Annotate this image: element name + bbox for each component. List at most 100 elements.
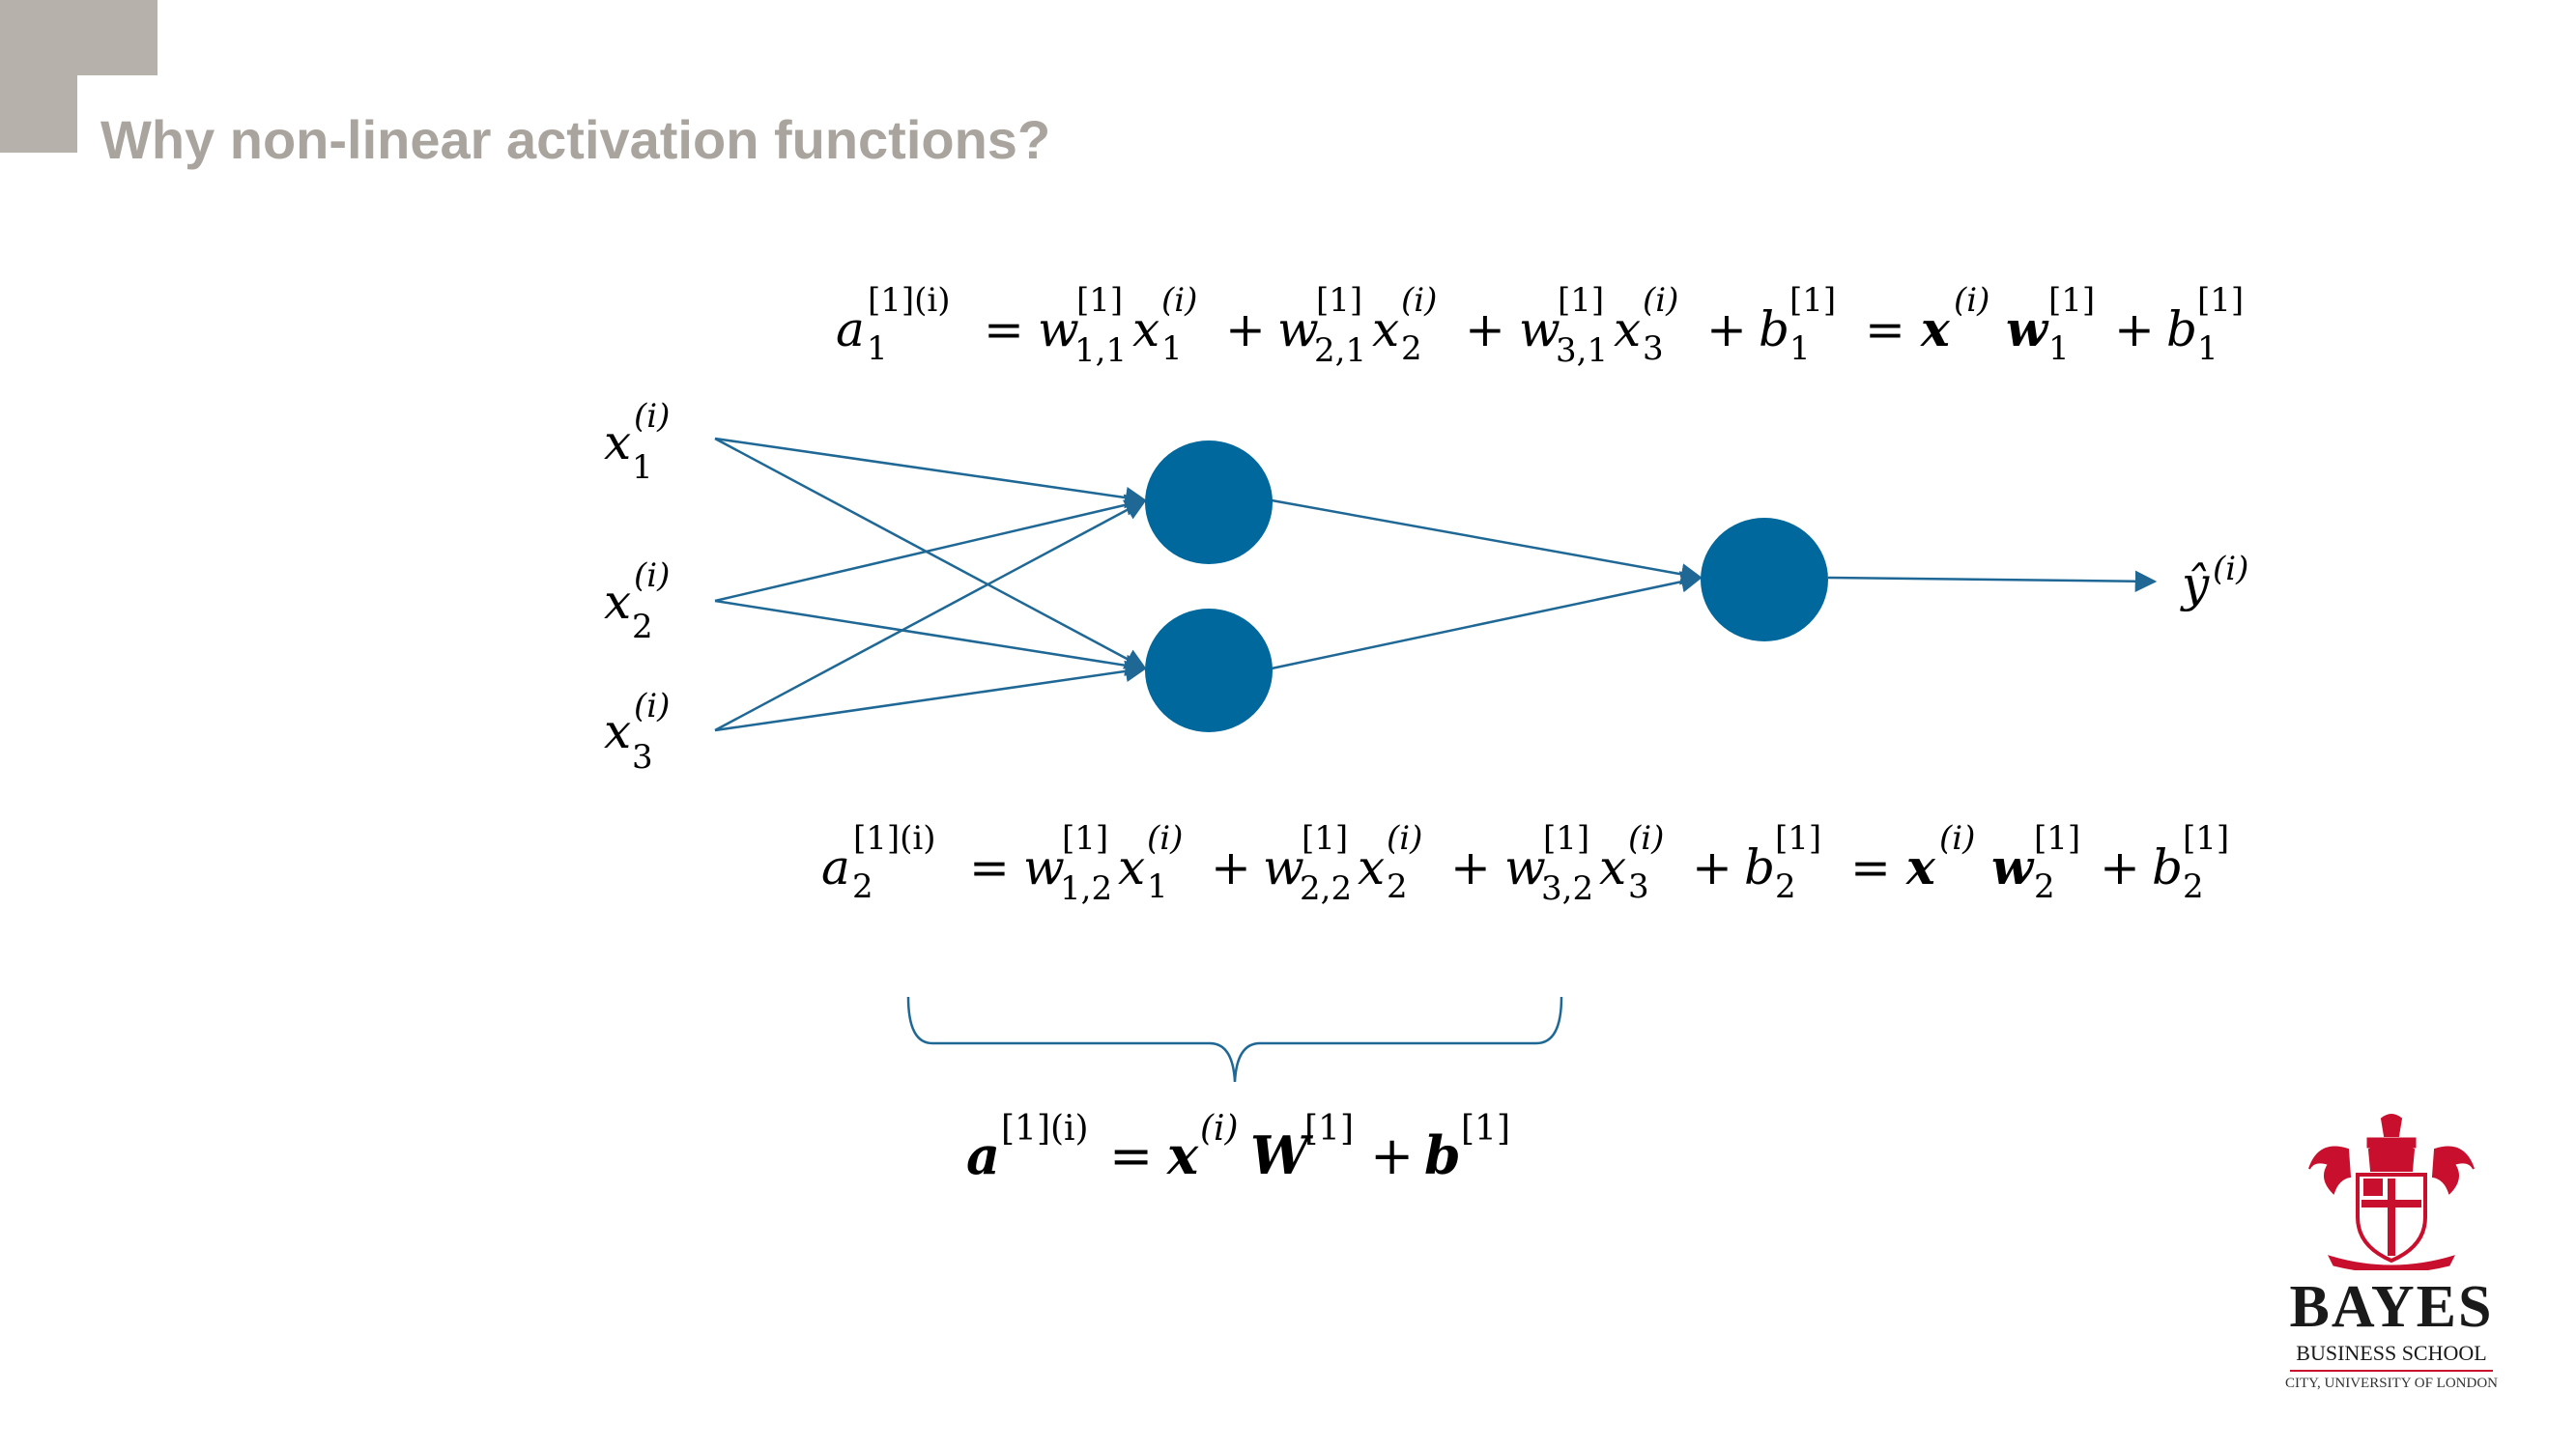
eq2-w3-sub: 3,2 xyxy=(1541,869,1593,908)
eq2-lhs: a xyxy=(821,839,850,895)
eq1-w3-sub: 3,1 xyxy=(1556,331,1608,370)
edge-x1-h2 xyxy=(714,437,1147,670)
eq1-vec-b-sub: 1 xyxy=(2197,329,2218,368)
eq1-equals: = xyxy=(984,301,1024,357)
eq2-x3-sub: 3 xyxy=(1628,867,1649,906)
output-yhat-sup: (i) xyxy=(2213,550,2248,588)
eq3-x-sup: (i) xyxy=(1200,1109,1239,1149)
eq3-equals: = xyxy=(1109,1125,1153,1186)
output-node xyxy=(1701,518,1828,641)
eq2-x2-sub: 2 xyxy=(1387,867,1408,906)
eq2-lhs-sub: 2 xyxy=(852,867,873,906)
eq2-vec-x: x xyxy=(1905,838,1936,895)
eq1-lhs: a xyxy=(836,301,865,357)
input-x2-sup: (i) xyxy=(634,556,670,595)
eq1-plus-2: + xyxy=(1465,301,1505,357)
equation-neuron-1: a [1](i) 1 = w [1] 1,1 x (i) 1 + w [1] 2… xyxy=(836,281,2244,370)
eq1-plus-1: + xyxy=(1225,301,1266,357)
eq2-b-sup: [1] xyxy=(1775,819,1821,858)
eq2-w1-sub: 1,2 xyxy=(1060,869,1112,908)
eq1-x2-sub: 2 xyxy=(1401,329,1422,368)
crest-icon xyxy=(2308,1114,2475,1270)
bayes-business-school-logo: BAYES BUSINESS SCHOOL CITY, UNIVERSITY O… xyxy=(2280,1111,2503,1391)
eq2-w-3: w xyxy=(1504,839,1546,895)
edge-x1-h1 xyxy=(714,437,1148,509)
eq3-W-sup: [1] xyxy=(1304,1109,1354,1149)
nodes xyxy=(1145,440,1828,732)
input-x2-symbol: x xyxy=(604,574,631,630)
eq2-x1-sup: (i) xyxy=(1147,819,1183,858)
eq2-x-2: x xyxy=(1358,839,1385,895)
eq2-vec-w-sup: [1] xyxy=(2034,819,2080,858)
eq2-x-1: x xyxy=(1118,839,1145,895)
eq2-x2-sup: (i) xyxy=(1387,819,1422,858)
hidden-node-1 xyxy=(1145,440,1273,564)
eq2-plus-4: + xyxy=(2100,839,2140,895)
eq2-lhs-sup: [1](i) xyxy=(853,819,936,858)
input-x2-sub: 2 xyxy=(632,608,653,646)
eq2-x-3: x xyxy=(1599,839,1626,895)
slide-title: Why non-linear activation functions? xyxy=(100,109,1051,170)
eq1-w-3: w xyxy=(1519,301,1560,357)
logo-name: BAYES xyxy=(2289,1274,2494,1340)
hidden-node-2 xyxy=(1145,609,1273,732)
logo-affiliation: CITY, UNIVERSITY OF LONDON xyxy=(2285,1376,2498,1391)
edge-x2-h2 xyxy=(714,599,1148,676)
eq1-w-1: w xyxy=(1038,301,1079,357)
eq2-w2-sup: [1] xyxy=(1302,819,1348,858)
eq1-w-2: w xyxy=(1277,301,1319,357)
eq1-w2-sup: [1] xyxy=(1316,281,1362,320)
logo-divider xyxy=(2290,1370,2493,1372)
eq1-lhs-sub: 1 xyxy=(867,329,888,368)
eq3-x: x xyxy=(1166,1124,1199,1186)
eq3-lhs: a xyxy=(966,1124,1000,1186)
grouping-brace xyxy=(906,996,1563,1083)
eq1-x2-sup: (i) xyxy=(1401,281,1437,320)
output-yhat-symbol: ŷ xyxy=(2180,556,2210,612)
eq2-w1-sup: [1] xyxy=(1062,819,1108,858)
eq2-x3-sup: (i) xyxy=(1628,819,1664,858)
eq1-equals-2: = xyxy=(1865,301,1905,357)
eq2-w-2: w xyxy=(1263,839,1304,895)
edge-h2-out xyxy=(1271,571,1703,670)
eq3-b-sup: [1] xyxy=(1461,1109,1510,1149)
edge-h1-out xyxy=(1271,498,1703,585)
eq1-x1-sup: (i) xyxy=(1161,281,1197,320)
eq3-b: b xyxy=(1424,1124,1461,1186)
eq1-vec-x-sup: (i) xyxy=(1954,281,1989,320)
input-hidden-edges xyxy=(714,437,1148,732)
corner-accent-vertical xyxy=(0,0,77,153)
eq3-lhs-sup: [1](i) xyxy=(1001,1109,1089,1149)
eq2-w-1: w xyxy=(1023,839,1065,895)
eq1-vec-b: b xyxy=(2166,301,2197,357)
eq2-b-sub: 2 xyxy=(1775,867,1796,906)
eq3-plus: + xyxy=(1370,1125,1414,1186)
eq1-x3-sup: (i) xyxy=(1643,281,1678,320)
input-labels: x (i) 1 x (i) 2 x (i) 3 xyxy=(604,397,670,777)
eq1-vec-x: x xyxy=(1920,300,1951,357)
edge-out-yhat xyxy=(1827,570,2158,593)
eq2-plus-2: + xyxy=(1450,839,1491,895)
hidden-output-edges xyxy=(1271,498,2158,670)
eq1-vec-w-sup: [1] xyxy=(2048,281,2095,320)
eq2-vec-b-sup: [1] xyxy=(2183,819,2229,858)
eq1-x-2: x xyxy=(1372,301,1399,357)
eq2-vec-w-sub: 2 xyxy=(2034,867,2055,906)
eq2-vec-b: b xyxy=(2152,839,2183,895)
eq2-w3-sup: [1] xyxy=(1543,819,1589,858)
eq2-w2-sub: 2,2 xyxy=(1300,869,1352,908)
eq1-lhs-sup: [1](i) xyxy=(868,281,951,320)
eq2-equals-2: = xyxy=(1850,839,1891,895)
eq3-W: W xyxy=(1250,1124,1314,1186)
eq2-x1-sub: 1 xyxy=(1147,867,1168,906)
eq2-plus-1: + xyxy=(1211,839,1251,895)
eq1-w1-sub: 1,1 xyxy=(1074,331,1127,370)
equation-layer: a [1](i) = x (i) W [1] + b [1] xyxy=(966,1109,1510,1186)
eq2-vec-w: w xyxy=(1991,838,2035,895)
eq1-w2-sub: 2,1 xyxy=(1314,331,1366,370)
eq2-b: b xyxy=(1744,839,1775,895)
eq1-plus-4: + xyxy=(2114,301,2155,357)
eq1-x1-sub: 1 xyxy=(1161,329,1183,368)
eq2-vec-x-sup: (i) xyxy=(1939,819,1975,858)
